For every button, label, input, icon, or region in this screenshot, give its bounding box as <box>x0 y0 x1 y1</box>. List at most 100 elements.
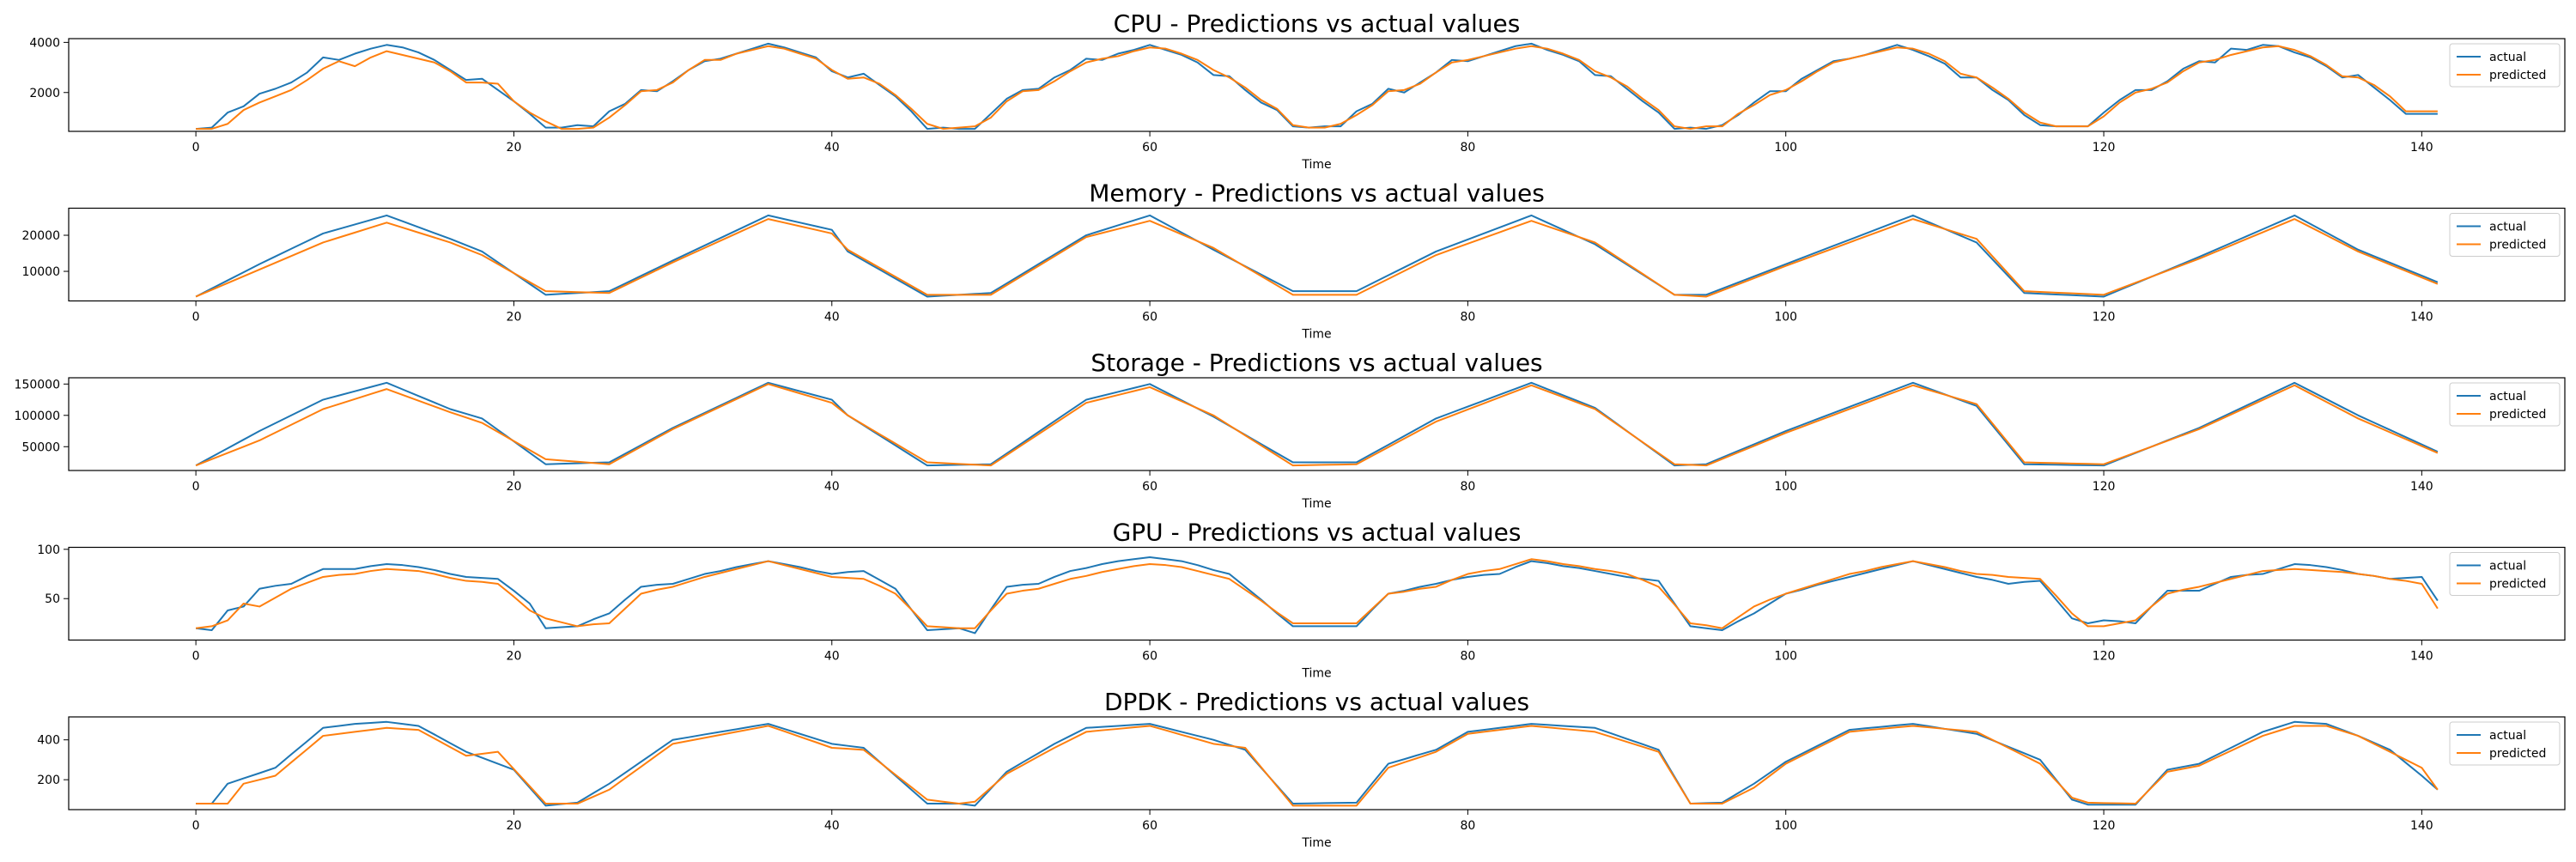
x-tick-label: 40 <box>824 311 840 325</box>
legend-label-actual: actual <box>2489 390 2526 404</box>
legend: actual predicted <box>2449 382 2561 427</box>
legend: actual predicted <box>2449 721 2561 766</box>
axes-frame <box>68 546 2566 641</box>
y-tick-label: 100000 <box>15 410 60 423</box>
legend-label-predicted: predicted <box>2489 747 2546 761</box>
chart-title: Storage - Predictions vs actual values <box>1091 349 1542 377</box>
legend-label-actual: actual <box>2489 729 2526 743</box>
legend-box <box>2449 43 2561 88</box>
legend-box <box>2449 382 2561 427</box>
x-tick-label: 20 <box>507 480 522 494</box>
x-tick-label: 20 <box>507 819 522 833</box>
x-tick-label: 0 <box>192 311 200 325</box>
y-tick-label: 200 <box>37 774 60 787</box>
x-axis-label: Time <box>1301 328 1331 342</box>
x-tick-label: 20 <box>507 311 522 325</box>
x-tick-label: 100 <box>1774 819 1797 833</box>
x-tick-label: 60 <box>1142 311 1157 325</box>
x-tick-label: 20 <box>507 650 522 664</box>
x-tick-label: 60 <box>1142 141 1157 155</box>
axes-frame <box>68 716 2566 810</box>
series-line-actual <box>196 720 2439 807</box>
legend-box <box>2449 213 2561 257</box>
subplot-3: GPU - Predictions vs actual values 0 20 40 6… <box>37 519 2566 681</box>
x-tick-label: 60 <box>1142 650 1157 664</box>
x-tick-label: 140 <box>2410 650 2433 664</box>
x-tick-label: 80 <box>1460 141 1475 155</box>
y-tick-label: 50 <box>45 592 60 606</box>
x-tick-label: 120 <box>2093 819 2116 833</box>
series-line-actual <box>195 381 2439 467</box>
legend-box <box>2449 552 2561 596</box>
y-tick-label: 2000 <box>29 87 60 100</box>
legend-label-predicted: predicted <box>2489 239 2546 252</box>
x-axis-label: Time <box>1301 667 1331 681</box>
x-tick-label: 140 <box>2410 819 2433 833</box>
x-tick-label: 40 <box>824 141 840 155</box>
chart-title: CPU - Predictions vs actual values <box>1114 9 1521 38</box>
y-tick-label: 4000 <box>29 36 60 50</box>
x-axis-label: Time <box>1301 497 1331 511</box>
x-tick-label: 100 <box>1774 141 1797 155</box>
subplot-1: Memory - Predictions vs actual values 0 20… <box>21 179 2566 342</box>
series-line-actual <box>196 42 2438 131</box>
legend-label-actual: actual <box>2489 221 2526 234</box>
chart-title: GPU - Predictions vs actual values <box>1113 519 1522 547</box>
x-tick-label: 20 <box>507 141 522 155</box>
x-tick-label: 80 <box>1460 311 1475 325</box>
axes-frame <box>68 38 2566 132</box>
x-tick-label: 120 <box>2093 650 2116 664</box>
legend-label-predicted: predicted <box>2489 408 2546 422</box>
subplot-2: Storage - Predictions vs actual values 0 2… <box>15 349 2566 511</box>
y-tick-label: 20000 <box>21 229 60 243</box>
x-tick-label: 100 <box>1774 480 1797 494</box>
x-tick-label: 120 <box>2093 141 2116 155</box>
x-tick-label: 100 <box>1774 650 1797 664</box>
subplot-0: CPU - Predictions vs actual values 0 20 40 6… <box>29 9 2566 172</box>
x-tick-label: 140 <box>2410 141 2433 155</box>
axes-frame <box>68 207 2566 302</box>
x-tick-label: 60 <box>1142 480 1157 494</box>
series-line-predicted <box>196 725 2439 807</box>
series-line-actual <box>196 555 2439 634</box>
x-tick-label: 0 <box>192 819 200 833</box>
series-line-predicted <box>195 383 2439 467</box>
y-tick-label: 100 <box>37 543 60 557</box>
legend: actual predicted <box>2449 43 2561 88</box>
series-line-actual <box>195 214 2439 298</box>
x-tick-label: 40 <box>824 480 840 494</box>
x-tick-label: 60 <box>1142 819 1157 833</box>
x-tick-label: 0 <box>192 480 200 494</box>
legend-label-predicted: predicted <box>2489 69 2546 82</box>
x-tick-label: 40 <box>824 650 840 664</box>
x-tick-label: 120 <box>2093 480 2116 494</box>
x-tick-label: 80 <box>1460 650 1475 664</box>
chart-title: DPDK - Predictions vs actual values <box>1104 688 1529 716</box>
legend-label-actual: actual <box>2489 51 2526 64</box>
x-axis-label: Time <box>1301 158 1331 172</box>
series-line-predicted <box>195 218 2439 298</box>
legend: actual predicted <box>2449 213 2561 257</box>
series-line-predicted <box>196 558 2439 629</box>
subplot-4: DPDK - Predictions vs actual values 0 20 40… <box>37 688 2566 850</box>
legend-box <box>2449 721 2561 766</box>
y-tick-label: 50000 <box>21 440 60 454</box>
x-axis-label: Time <box>1301 836 1331 850</box>
axes-frame <box>68 377 2566 471</box>
legend-label-actual: actual <box>2489 560 2526 574</box>
x-tick-label: 40 <box>824 819 840 833</box>
legend-label-predicted: predicted <box>2489 578 2546 592</box>
x-tick-label: 120 <box>2093 311 2116 325</box>
x-tick-label: 140 <box>2410 480 2433 494</box>
x-tick-label: 80 <box>1460 480 1475 494</box>
series-line-predicted <box>196 45 2438 131</box>
y-tick-label: 400 <box>37 734 60 748</box>
legend: actual predicted <box>2449 552 2561 596</box>
chart-title: Memory - Predictions vs actual values <box>1089 179 1545 208</box>
x-tick-label: 140 <box>2410 311 2433 325</box>
y-tick-label: 10000 <box>21 265 60 279</box>
x-tick-label: 0 <box>192 650 200 664</box>
x-tick-label: 80 <box>1460 819 1475 833</box>
